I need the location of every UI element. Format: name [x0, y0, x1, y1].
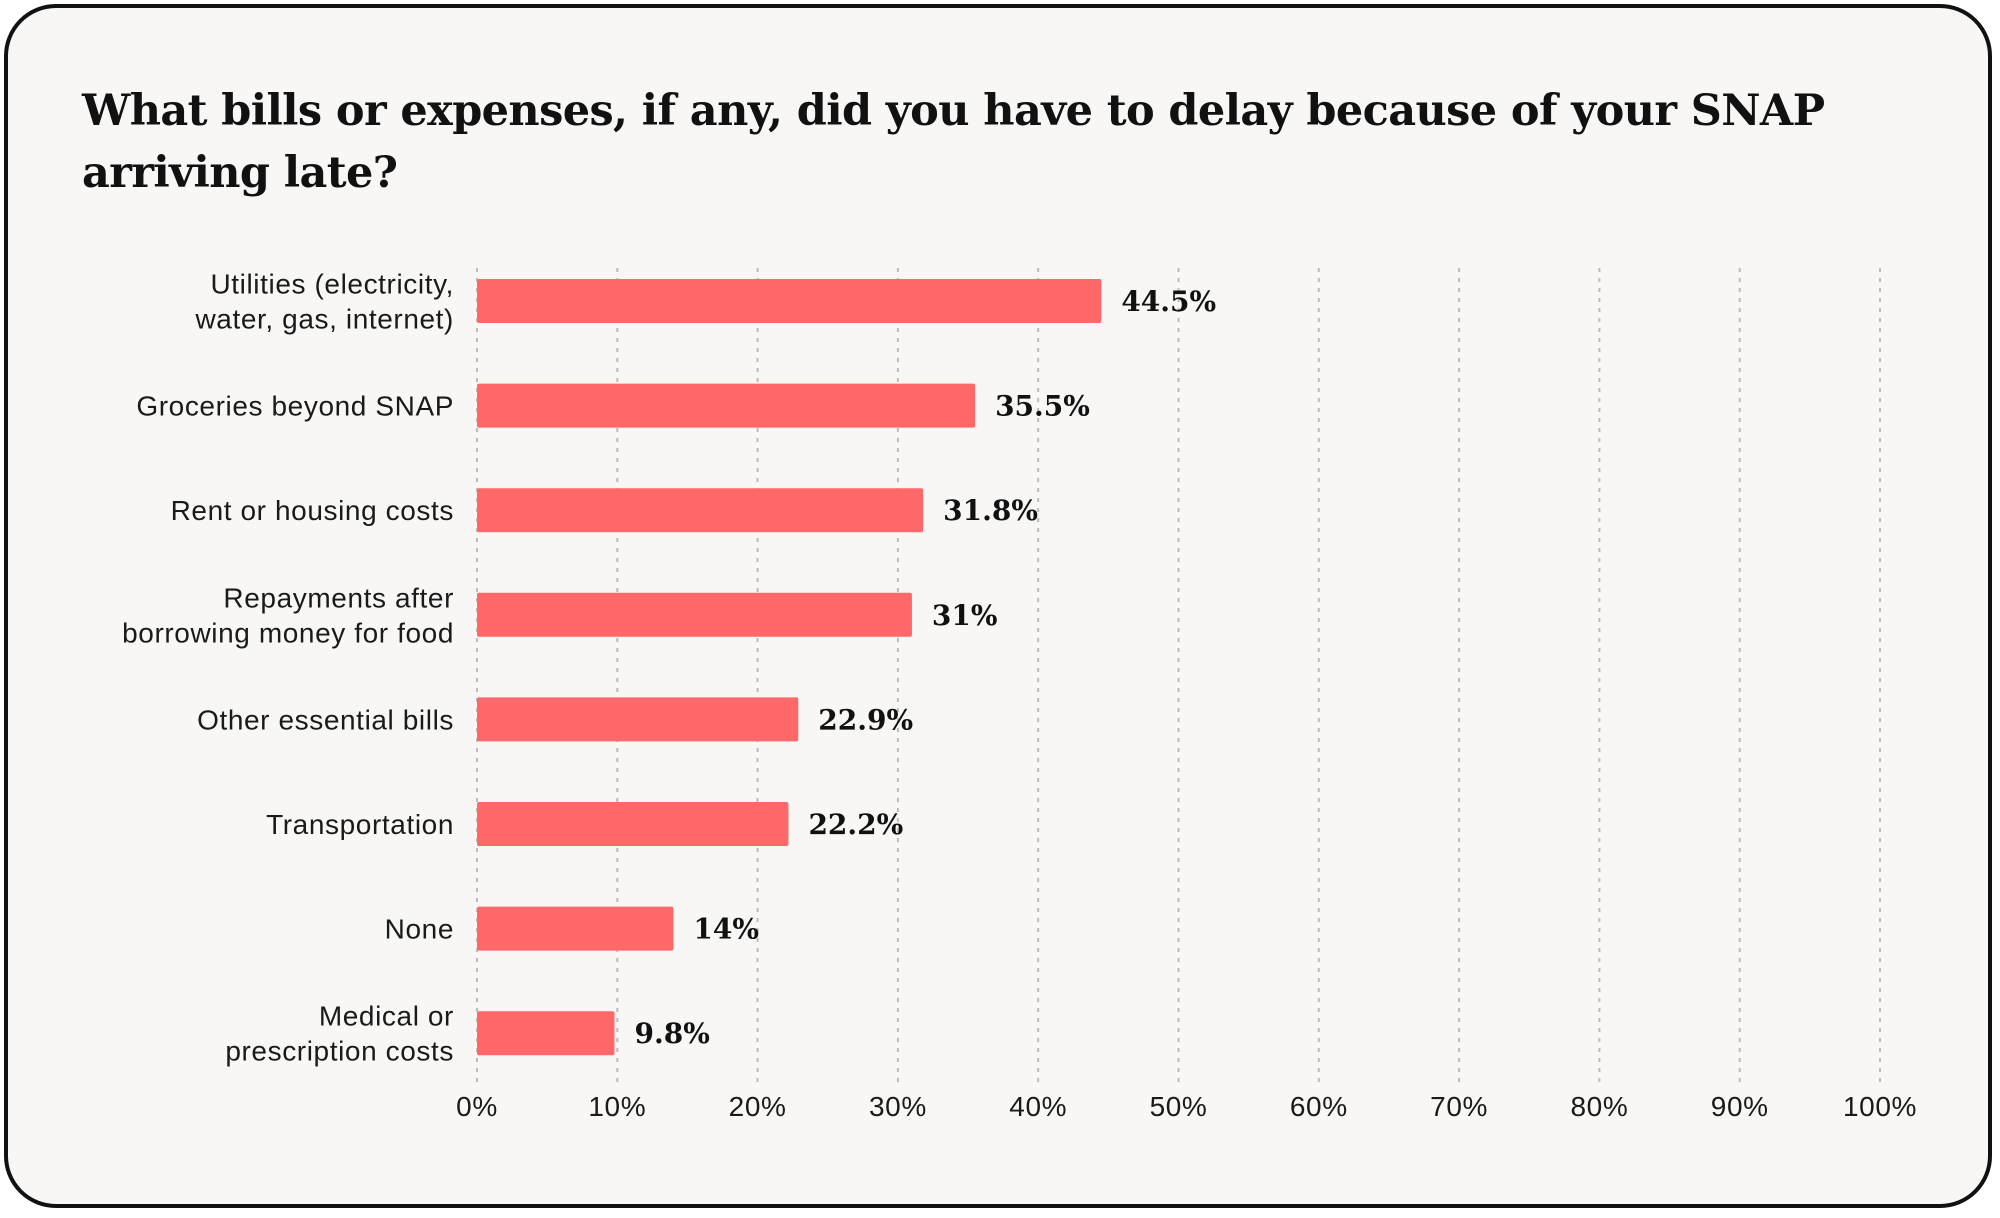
x-tick-label: 10%: [588, 1091, 646, 1122]
bar: [477, 592, 912, 637]
bar: [477, 383, 976, 428]
x-tick-label: 20%: [729, 1091, 787, 1122]
category-label: borrowing money for food: [122, 617, 454, 648]
labels: 0% 10% 20% 30% 40% 50% 60% 70% 80% 90% 100% 44.5% Ut…: [122, 269, 1917, 1123]
bar: [477, 1011, 615, 1056]
x-tick-label: 50%: [1150, 1091, 1208, 1122]
data-label: 22.2%: [808, 808, 903, 841]
data-label: 35.5%: [995, 390, 1090, 423]
category-label: prescription costs: [225, 1036, 454, 1067]
x-tick-label: 80%: [1570, 1091, 1628, 1122]
data-label: 44.5%: [1121, 285, 1216, 318]
x-tick-label: 70%: [1430, 1091, 1488, 1122]
category-label: Groceries beyond SNAP: [136, 391, 454, 422]
bar: [477, 802, 789, 846]
x-tick-label: 40%: [1009, 1091, 1067, 1122]
bar: [477, 488, 924, 533]
x-tick-label: 0%: [456, 1091, 498, 1122]
bar: [477, 279, 1102, 323]
category-label: Other essential bills: [197, 704, 454, 735]
category-label: Utilities (electricity,: [210, 269, 454, 300]
category-label: None: [385, 914, 454, 945]
x-tick-label: 60%: [1290, 1091, 1348, 1122]
data-label: 31%: [932, 599, 998, 632]
data-label: 22.9%: [818, 703, 913, 736]
data-label: 9.8%: [634, 1017, 709, 1050]
x-tick-label: 30%: [869, 1091, 927, 1122]
category-label: Repayments after: [223, 582, 454, 613]
x-tick-label: 90%: [1711, 1091, 1769, 1122]
category-label: Medical or: [319, 1001, 454, 1032]
chart-title: What bills or expenses, if any, did you …: [82, 86, 1825, 198]
data-label: 14%: [693, 913, 759, 946]
category-label: water, gas, internet): [194, 304, 454, 335]
category-label: Rent or housing costs: [171, 495, 454, 526]
bar: [477, 697, 799, 742]
x-tick-label: 100%: [1843, 1091, 1917, 1122]
bar: [477, 906, 674, 951]
data-label: 31.8%: [943, 494, 1038, 527]
category-label: Transportation: [266, 809, 454, 840]
bars: [477, 279, 1102, 1056]
chart-card: [4, 4, 1992, 1208]
